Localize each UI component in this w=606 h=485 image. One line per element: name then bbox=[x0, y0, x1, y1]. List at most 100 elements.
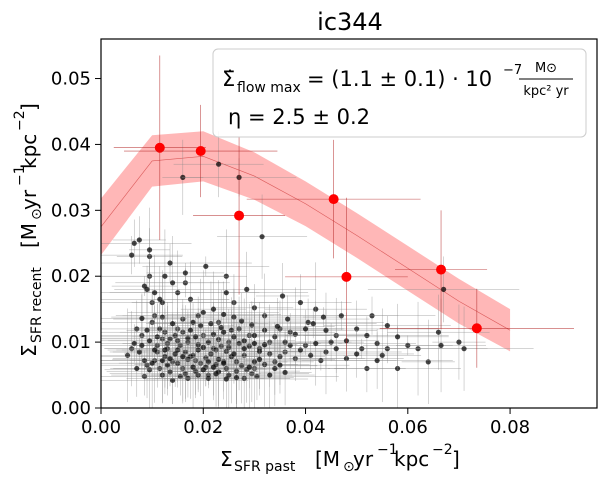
raw-marker bbox=[338, 313, 344, 319]
raw-marker bbox=[394, 334, 401, 340]
x-tick-label-3: 0.06 bbox=[388, 417, 428, 438]
raw-marker bbox=[223, 376, 229, 382]
raw-marker bbox=[131, 240, 137, 246]
raw-marker bbox=[167, 260, 173, 266]
raw-marker bbox=[185, 335, 191, 341]
raw-marker bbox=[274, 323, 281, 329]
raw-marker bbox=[302, 326, 309, 332]
raw-marker bbox=[146, 247, 153, 253]
raw-marker bbox=[440, 286, 447, 292]
raw-point-49 bbox=[367, 256, 520, 323]
raw-point-203 bbox=[301, 332, 453, 389]
x-tick-label-4: 0.08 bbox=[490, 417, 530, 438]
raw-point-197 bbox=[249, 309, 377, 339]
raw-marker bbox=[374, 357, 380, 364]
raw-marker bbox=[136, 237, 142, 243]
binned-point-4 bbox=[285, 197, 408, 356]
raw-marker bbox=[180, 354, 186, 360]
raw-point-209 bbox=[129, 207, 171, 293]
xlabel-yr: yr bbox=[353, 447, 374, 471]
raw-marker bbox=[131, 340, 137, 347]
binned-marker bbox=[436, 264, 447, 275]
raw-point-225 bbox=[183, 349, 336, 370]
raw-point-52 bbox=[101, 243, 252, 283]
raw-point-62 bbox=[284, 301, 399, 331]
raw-marker bbox=[313, 340, 319, 347]
raw-marker bbox=[262, 342, 268, 348]
raw-marker bbox=[152, 290, 158, 296]
raw-point-219 bbox=[139, 332, 267, 408]
raw-marker bbox=[167, 336, 173, 342]
raw-marker bbox=[277, 362, 283, 368]
raw-marker bbox=[310, 321, 316, 327]
ylabel-sub: SFR recent bbox=[29, 267, 45, 343]
raw-marker bbox=[190, 319, 196, 325]
raw-marker bbox=[198, 323, 204, 329]
ylabel-yr: yr bbox=[17, 189, 41, 210]
raw-point-178 bbox=[101, 324, 204, 363]
x-axis-label: Σ SFR past [M ⊙ yr −1 kpc −2 ] bbox=[220, 442, 460, 475]
y-tick-label-3: 0.03 bbox=[51, 200, 91, 221]
raw-marker bbox=[282, 369, 288, 376]
raw-marker bbox=[164, 362, 171, 368]
raw-point-59 bbox=[249, 274, 352, 331]
legend-frac-den: kpc² yr bbox=[523, 84, 569, 99]
raw-point-194 bbox=[220, 297, 335, 355]
axis-ticks: 0.00 0.02 0.04 0.06 0.08 0.00 0.01 0.02 0.03 0.04… bbox=[51, 69, 530, 438]
raw-point-216 bbox=[112, 348, 228, 369]
x-tick-label-1: 0.02 bbox=[183, 417, 223, 438]
raw-point-198 bbox=[302, 307, 344, 327]
binned-marker bbox=[234, 210, 245, 221]
raw-marker bbox=[139, 342, 145, 349]
binned-point-5 bbox=[395, 210, 488, 329]
raw-marker bbox=[144, 327, 150, 333]
raw-marker bbox=[461, 346, 467, 352]
binned-point-1 bbox=[124, 104, 278, 198]
raw-marker bbox=[297, 347, 304, 353]
raw-point-189 bbox=[154, 322, 294, 343]
raw-marker bbox=[139, 315, 145, 321]
xlabel-sigma: Σ bbox=[220, 447, 233, 471]
y-tick-label-2: 0.02 bbox=[51, 266, 91, 287]
chart-title: ic344 bbox=[317, 8, 383, 36]
raw-marker bbox=[305, 319, 311, 325]
y-tick-label-1: 0.01 bbox=[51, 332, 91, 353]
raw-point-213 bbox=[101, 321, 194, 370]
raw-marker bbox=[267, 372, 273, 378]
raw-marker bbox=[149, 360, 155, 366]
ylabel-sun: ⊙ bbox=[29, 208, 45, 220]
raw-marker bbox=[251, 340, 258, 347]
raw-marker bbox=[221, 311, 227, 318]
raw-marker bbox=[157, 296, 163, 302]
raw-point-51 bbox=[101, 219, 192, 267]
raw-point-221 bbox=[178, 334, 269, 392]
binned-marker bbox=[328, 194, 339, 205]
raw-marker bbox=[379, 352, 385, 358]
raw-marker bbox=[279, 293, 286, 299]
raw-marker bbox=[320, 314, 327, 320]
raw-marker bbox=[213, 371, 219, 377]
legend-line1-lhs: Σ̇ bbox=[222, 67, 235, 91]
raw-marker bbox=[233, 375, 240, 381]
raw-marker bbox=[210, 364, 217, 370]
raw-point-57 bbox=[177, 251, 317, 327]
raw-point-210 bbox=[109, 255, 200, 331]
raw-marker bbox=[152, 347, 158, 353]
legend-line1-eq: = (1.1 ± 0.1) · 10 bbox=[307, 67, 492, 91]
raw-marker bbox=[162, 273, 168, 279]
raw-point-200 bbox=[394, 306, 534, 391]
binned-point-2 bbox=[193, 136, 286, 295]
raw-marker bbox=[200, 367, 206, 373]
raw-marker bbox=[203, 263, 209, 269]
raw-marker bbox=[216, 161, 222, 167]
raw-point-195 bbox=[205, 295, 370, 343]
raw-point-168 bbox=[140, 341, 195, 389]
y-axis-label: Σ SFR recent [M ⊙ yr −1 kpc −2 ] bbox=[12, 103, 45, 357]
raw-marker bbox=[205, 339, 211, 345]
raw-marker bbox=[292, 331, 298, 337]
raw-point-150 bbox=[299, 330, 414, 378]
plot-area bbox=[100, 55, 574, 408]
x-tick-label-2: 0.04 bbox=[285, 417, 325, 438]
raw-marker bbox=[187, 327, 194, 333]
